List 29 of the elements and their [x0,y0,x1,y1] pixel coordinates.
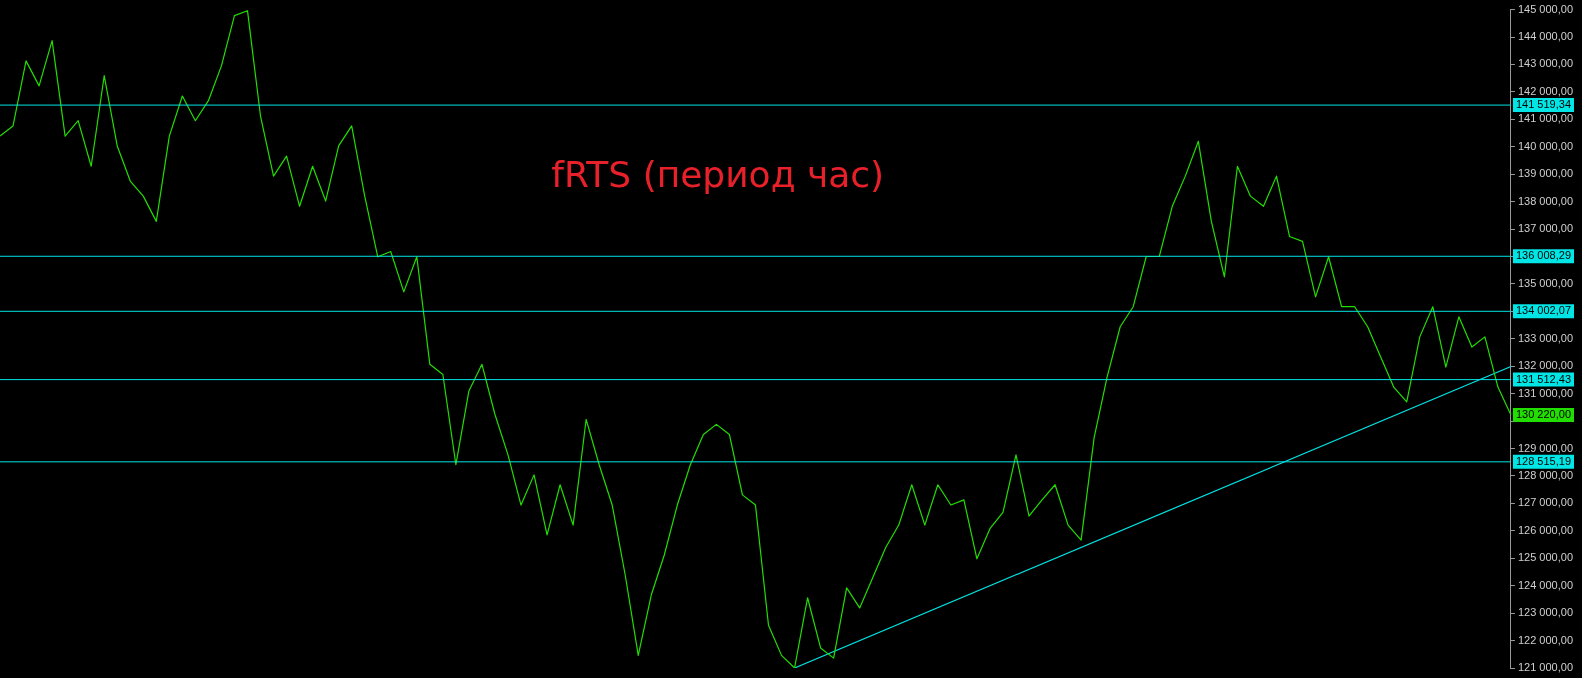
y-tick-label: 126 000,00 [1517,523,1574,536]
y-tick-label: 139 000,00 [1517,167,1574,180]
y-tick-label: 143 000,00 [1517,57,1574,70]
y-tick-label: 123 000,00 [1517,606,1574,619]
y-tick-label: 144 000,00 [1517,30,1574,43]
y-tick-label: 133 000,00 [1517,331,1574,344]
y-tick-label: 121 000,00 [1517,661,1574,674]
text: fRTS (период час) [551,154,885,196]
y-tick-label: 135 000,00 [1517,276,1574,289]
y-tick-label: 124 000,00 [1517,578,1574,591]
y-tick-label: 141 000,00 [1517,112,1574,125]
y-tick-label: 138 000,00 [1517,194,1574,207]
y-tick-label: 129 000,00 [1517,441,1574,454]
y-tick-label: 145 000,00 [1517,2,1574,15]
y-tick-label: 131 000,00 [1517,386,1574,399]
y-tick-label: 122 000,00 [1517,633,1574,646]
y-tick-label: 128 000,00 [1517,469,1574,481]
text: 130 220,00 [1515,408,1572,421]
y-tick-label: 127 000,00 [1517,496,1574,509]
ref-line-label: 131 512,43 [1515,372,1572,385]
ref-line-label: 128 515,19 [1515,454,1572,467]
ref-line-label: 141 519,34 [1515,98,1572,111]
y-tick-label: 125 000,00 [1517,551,1574,564]
y-tick-label: 132 000,00 [1517,359,1574,372]
y-tick-label: 140 000,00 [1517,139,1574,152]
y-tick-label: 142 000,00 [1517,84,1574,97]
ref-line-label: 136 008,29 [1515,249,1572,262]
y-tick-label: 137 000,00 [1517,222,1574,235]
ref-line-label: 134 002,07 [1515,304,1572,317]
